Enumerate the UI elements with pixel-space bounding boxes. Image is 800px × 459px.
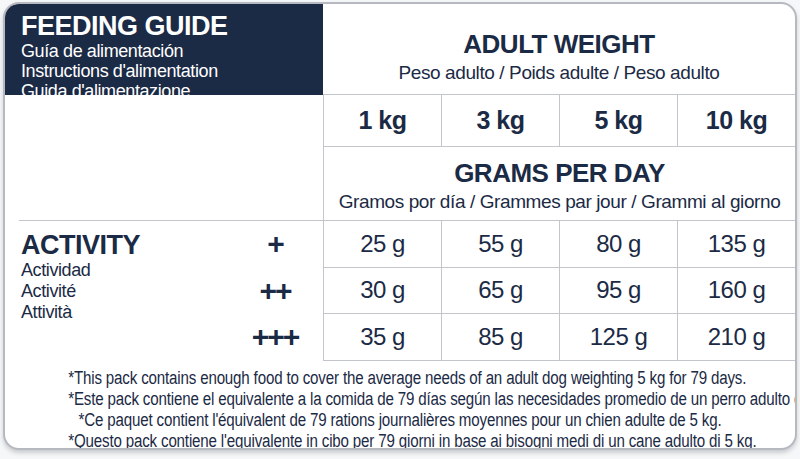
weight-header-5kg: 5 kg [559,95,677,147]
grams-cell: 30 g [323,268,441,315]
weight-header-3kg: 3 kg [441,95,559,147]
weight-row-spacer [5,95,323,147]
grams-cell: 65 g [441,268,559,315]
footnotes: *This pack contains enough food to cover… [5,361,795,451]
grams-per-day-header: GRAMS PER DAY Gramos por día / Grammes p… [323,147,795,220]
footnote-fr: *Ce paquet contient l'équivalent de 79 r… [68,410,732,431]
feeding-guide-subtitle-fr: Instructions d'alimentation [21,61,317,81]
footnote-it: *Questo pack contiene l'equivalente in c… [68,431,732,451]
feeding-guide-title: FEEDING GUIDE [21,11,317,41]
feeding-guide-subtitle-es: Guía de alimentación [21,41,317,61]
adult-weight-header: ADULT WEIGHT Peso adulto / Poids adulte … [323,4,795,95]
grams-cell: 25 g [323,221,441,268]
table-row: 25 g 55 g 80 g 135 g [323,221,795,268]
activity-subtitle-fr: Activité [21,281,227,302]
adult-weight-title: ADULT WEIGHT [463,29,654,60]
grams-data-grid: 25 g 55 g 80 g 135 g 30 g 65 g 95 g 160 … [323,221,795,361]
activity-title: ACTIVITY [21,231,227,260]
footnote-es: *Este pack contiene el equivalente a la … [68,389,732,410]
grams-per-day-title: GRAMS PER DAY [454,158,665,189]
grams-per-day-subtitle: Gramos por día / Grammes par jour / Gram… [339,191,781,213]
grams-cell: 85 g [441,314,559,361]
grams-cell: 35 g [323,314,441,361]
table-row: 30 g 65 g 95 g 160 g [323,268,795,315]
weight-header-10kg: 10 kg [677,95,795,147]
feeding-guide-card: FEEDING GUIDE Guía de alimentación Instr… [3,2,797,450]
activity-panel: ACTIVITY Actividad Activité Attività + +… [5,221,323,361]
grams-cell: 160 g [677,268,795,315]
activity-subtitle-es: Actividad [21,260,227,281]
activity-level-medium: ++ [227,268,323,315]
activity-level-low: + [227,221,323,268]
feeding-guide-header: FEEDING GUIDE Guía de alimentación Instr… [5,4,323,95]
activity-subtitle-it: Attività [21,302,227,323]
grams-row-spacer [5,147,323,220]
weight-header-1kg: 1 kg [323,95,441,147]
table-body: ACTIVITY Actividad Activité Attività + +… [5,221,795,361]
grams-cell: 210 g [677,314,795,361]
footnote-en: *This pack contains enough food to cover… [68,368,732,389]
grams-cell: 55 g [441,221,559,268]
table-row: 35 g 85 g 125 g 210 g [323,314,795,361]
grams-cell: 125 g [559,314,677,361]
grams-cell: 135 g [677,221,795,268]
weight-header-row: 1 kg 3 kg 5 kg 10 kg [5,95,795,147]
top-header-row: FEEDING GUIDE Guía de alimentación Instr… [5,4,795,95]
adult-weight-subtitle: Peso adulto / Poids adulte / Peso adulto [399,62,720,84]
grams-cell: 95 g [559,268,677,315]
activity-label-block: ACTIVITY Actividad Activité Attività [5,221,227,361]
grams-cell: 80 g [559,221,677,268]
grams-per-day-row: GRAMS PER DAY Gramos por día / Grammes p… [5,147,795,220]
activity-level-high: +++ [227,314,323,361]
activity-level-column: + ++ +++ [227,221,323,361]
